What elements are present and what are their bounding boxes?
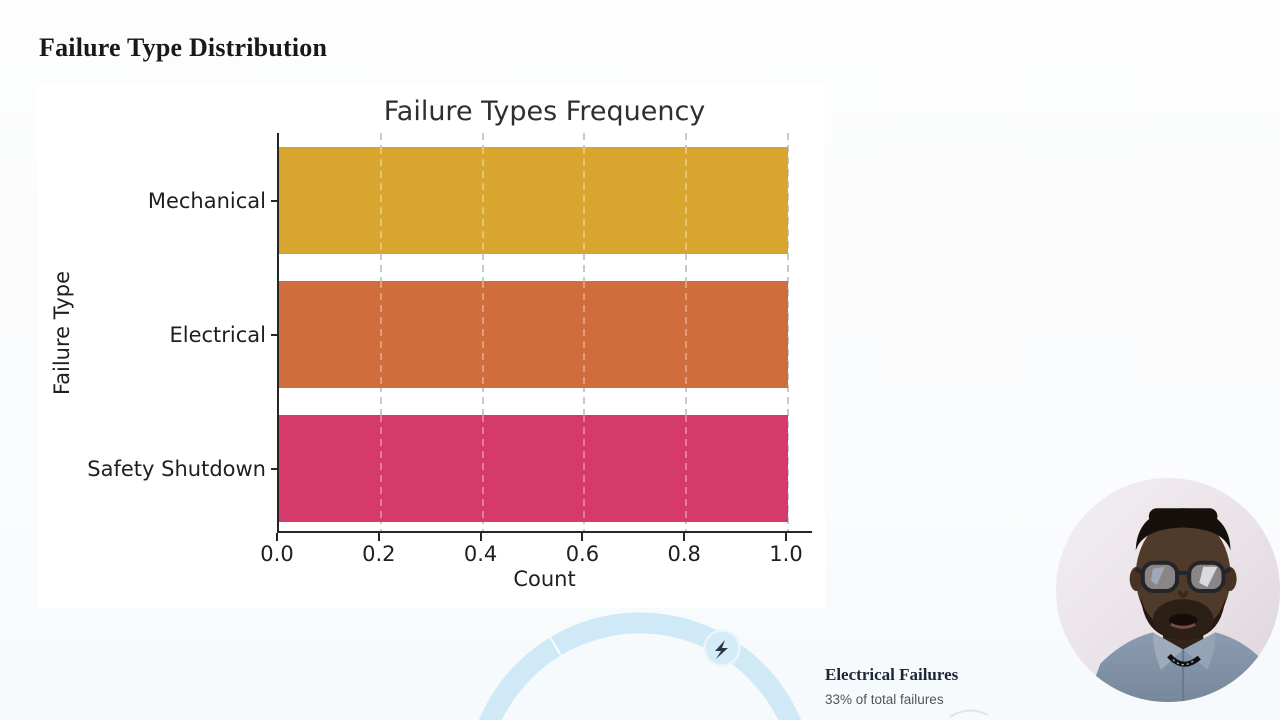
bar-gridline-overlay bbox=[583, 147, 586, 254]
x-tick-label-1.0: 1.0 bbox=[769, 542, 803, 566]
x-axis-title: Count bbox=[513, 567, 576, 591]
gridline-1 bbox=[787, 133, 789, 531]
page-title: Failure Type Distribution bbox=[39, 33, 328, 62]
y-tick-label-safety-shutdown: Safety Shutdown bbox=[87, 456, 266, 481]
y-tick-mark bbox=[271, 467, 279, 470]
bar-gridline-overlay bbox=[481, 147, 484, 254]
ring-segment-gap bbox=[549, 636, 562, 656]
bar-gridline-overlay bbox=[685, 281, 688, 388]
y-tick-mark bbox=[271, 333, 279, 336]
bar-gridline-overlay bbox=[583, 415, 586, 522]
callout-subtitle: 33% of total failures bbox=[825, 692, 944, 707]
x-tick-mark bbox=[785, 533, 787, 541]
presenter-avatar bbox=[1056, 478, 1280, 702]
callout-title: Electrical Failures bbox=[825, 665, 959, 684]
x-tick-mark bbox=[276, 533, 278, 541]
x-tick-mark bbox=[683, 533, 686, 541]
bar-gridline-overlay bbox=[685, 415, 688, 522]
bar-safety-shutdown bbox=[279, 415, 788, 522]
bar-gridline-overlay bbox=[379, 147, 382, 254]
x-tick-label-0.2: 0.2 bbox=[362, 542, 396, 566]
bar-gridline-overlay bbox=[583, 281, 586, 388]
plot-area bbox=[271, 133, 812, 533]
x-tick-label-0.8: 0.8 bbox=[667, 542, 701, 566]
y-tick-mark bbox=[271, 199, 279, 202]
lightning-bolt-icon bbox=[715, 640, 728, 659]
progress-ring bbox=[478, 612, 802, 720]
bar-gridline-overlay bbox=[481, 415, 484, 522]
chart-title: Failure Types Frequency bbox=[383, 96, 706, 127]
x-tick-mark bbox=[377, 533, 380, 541]
x-tick-mark bbox=[479, 533, 482, 541]
bar-mechanical bbox=[279, 147, 788, 254]
x-tick-label-0.0: 0.0 bbox=[260, 542, 294, 566]
chart-card: Failure Types Frequency Failure Type Cou… bbox=[38, 85, 825, 608]
bar-gridline-overlay bbox=[481, 281, 484, 388]
faint-arc bbox=[949, 709, 989, 718]
y-tick-label-electrical: Electrical bbox=[169, 322, 266, 347]
ring-arc bbox=[478, 612, 802, 720]
x-tick-label-0.6: 0.6 bbox=[565, 542, 600, 566]
webcam-circle bbox=[1056, 478, 1280, 702]
bar-gridline-overlay bbox=[379, 281, 382, 388]
x-tick-mark bbox=[581, 533, 584, 541]
x-tick-label-0.4: 0.4 bbox=[463, 542, 498, 566]
ring-callout: Electrical Failures 33% of total failure… bbox=[825, 665, 958, 707]
bar-gridline-overlay bbox=[685, 147, 688, 254]
bar-gridline-overlay bbox=[379, 415, 382, 522]
bar-electrical bbox=[279, 281, 788, 388]
y-tick-label-mechanical: Mechanical bbox=[147, 188, 266, 213]
